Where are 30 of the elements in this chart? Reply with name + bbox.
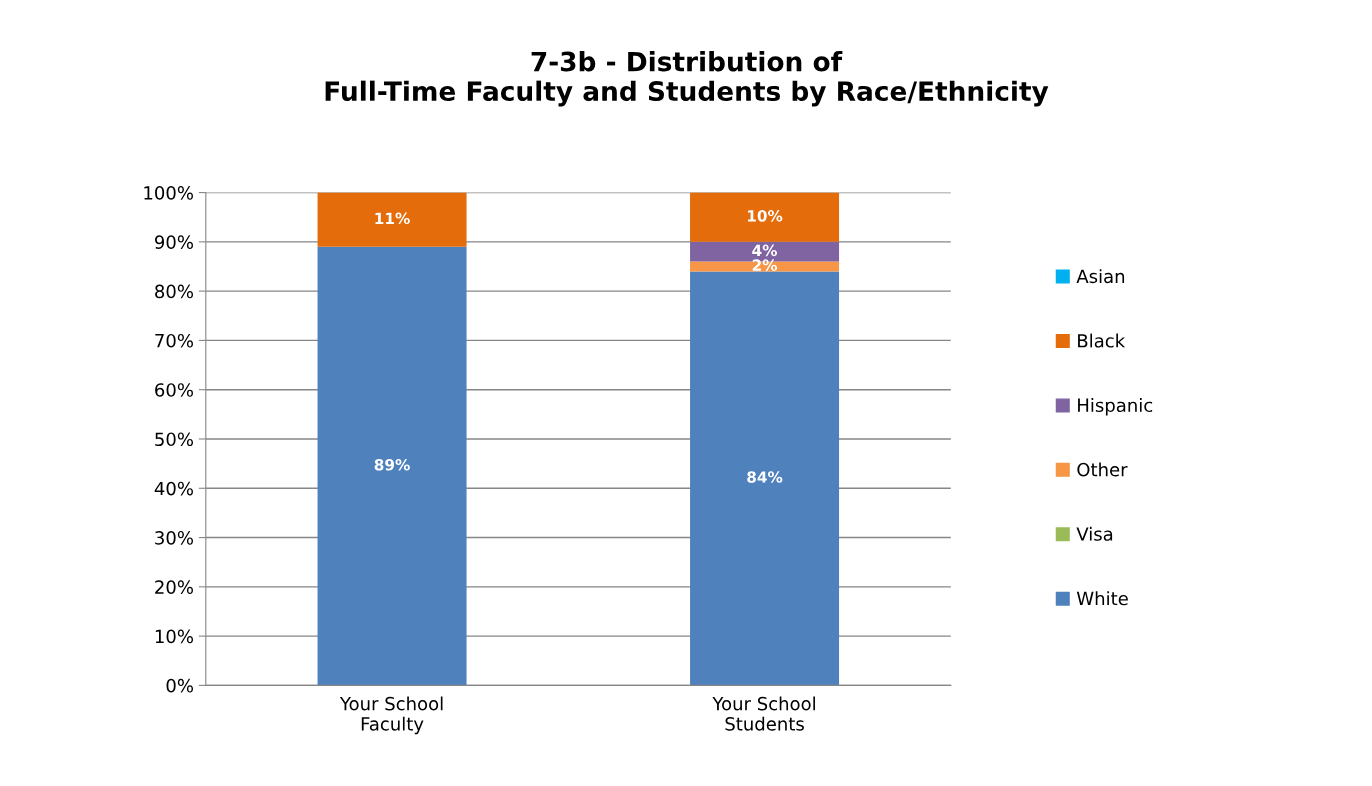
- legend-label: Black: [1078, 333, 1126, 348]
- y-tick-label: 90%: [155, 235, 193, 249]
- x-tick-label: Your School Students: [712, 696, 815, 731]
- x-tick-label: Your School Faculty: [339, 696, 443, 735]
- bar: [317, 246, 467, 686]
- y-tick-label: 0%: [166, 678, 193, 693]
- legend-label: White: [1076, 591, 1128, 606]
- data-label: 2%: [752, 259, 778, 271]
- bar: [690, 271, 840, 686]
- y-tick-label: 80%: [155, 284, 193, 299]
- bar: [690, 192, 840, 242]
- y-tick-label: 30%: [155, 531, 193, 545]
- y-tick-label: 70%: [155, 333, 193, 348]
- legend-label: Other: [1077, 462, 1128, 477]
- y-tick-label: 40%: [154, 481, 193, 496]
- data-label: 10%: [747, 210, 783, 222]
- data-label: 84%: [747, 471, 783, 483]
- bar: [317, 192, 467, 247]
- chart-title: 7-3b - Distribution of Full-Time Faculty and Students by Race/Ethnicity: [325, 51, 1049, 107]
- data-label: 4%: [752, 244, 778, 257]
- legend-label: Hispanic: [1078, 398, 1153, 416]
- y-tick-label: 10%: [155, 629, 193, 644]
- legend-label: Asian: [1076, 269, 1125, 284]
- y-tick-label: 100%: [144, 186, 193, 200]
- y-tick-label: 50%: [155, 432, 193, 447]
- data-label: 11%: [375, 212, 410, 225]
- legend-label: Visa: [1076, 526, 1113, 541]
- y-tick-label: 60%: [155, 383, 193, 397]
- data-label: 89%: [374, 458, 410, 471]
- y-tick-label: 20%: [155, 580, 193, 594]
